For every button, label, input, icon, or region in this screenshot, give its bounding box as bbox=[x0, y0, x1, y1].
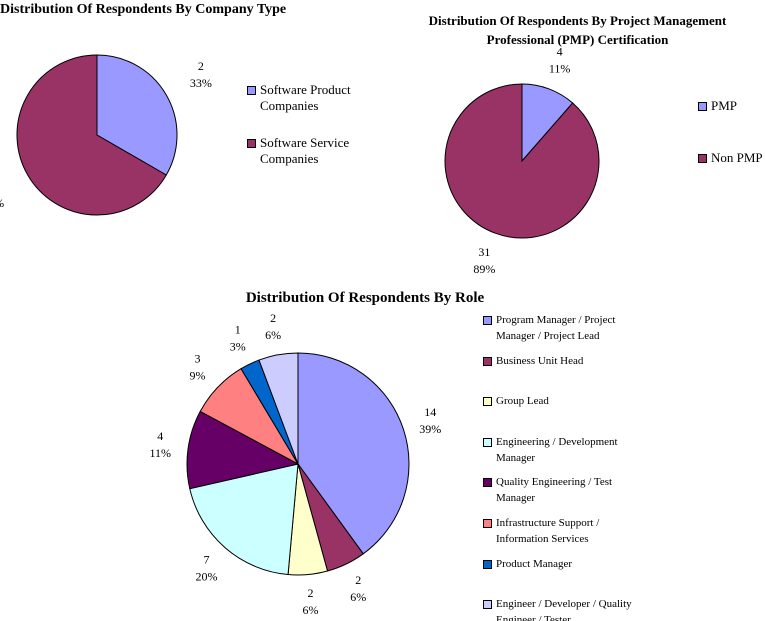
percent-label: 39% bbox=[419, 422, 441, 436]
legend-swatch bbox=[483, 437, 492, 447]
legend-swatch bbox=[483, 600, 492, 610]
percent-label: 33% bbox=[190, 76, 212, 90]
legend-swatch bbox=[698, 154, 707, 163]
legend-swatch bbox=[483, 316, 492, 325]
percent-label: 6% bbox=[302, 603, 318, 617]
legend-entry: Quality Engineering / Test Manager bbox=[483, 474, 646, 506]
legend-swatch bbox=[483, 356, 492, 366]
legend-entry: Software Product Companies bbox=[247, 82, 380, 114]
legend-swatch bbox=[698, 102, 707, 111]
count-label: 2 bbox=[355, 573, 361, 587]
pie-slice bbox=[186, 410, 300, 490]
count-label: 7 bbox=[204, 552, 210, 566]
legend-swatch bbox=[247, 139, 256, 148]
count-label: 4 bbox=[557, 45, 563, 59]
legend-entry: Infrastructure Support / Information Ser… bbox=[483, 515, 646, 547]
count-label: 2 bbox=[198, 59, 204, 73]
count-label: 2 bbox=[307, 586, 313, 600]
percent-label: 11% bbox=[149, 446, 171, 460]
legend-entry: Engineering / Development Manager bbox=[483, 434, 646, 466]
percent-label: 11% bbox=[549, 62, 571, 76]
legend-swatch bbox=[483, 559, 492, 569]
legend-swatch bbox=[483, 519, 492, 528]
legend-entry: Group Lead bbox=[483, 393, 646, 409]
legend-swatch bbox=[483, 397, 492, 407]
chart-title: Distribution Of Respondents By Project M… bbox=[428, 13, 727, 47]
pie-slice bbox=[258, 352, 299, 465]
legend-entry: Non PMP bbox=[698, 150, 765, 166]
legend-entry: Product Manager bbox=[483, 556, 646, 572]
pie-slice bbox=[96, 54, 178, 176]
legend-swatch bbox=[483, 478, 492, 488]
chart-title: Distribution Of Respondents By Role bbox=[245, 290, 485, 306]
legend-entry: Engineer / Developer / Quality Engineer … bbox=[483, 596, 646, 621]
legend-entry: Program Manager / Project Manager / Proj… bbox=[483, 312, 646, 344]
percent-label: 3% bbox=[230, 340, 246, 354]
legend-swatch bbox=[247, 86, 256, 95]
count-label: 1 bbox=[235, 323, 241, 337]
count-label: 2 bbox=[270, 311, 276, 325]
percent-label: 6% bbox=[350, 590, 366, 604]
count-label: 4 bbox=[157, 429, 163, 443]
count-label: 14 bbox=[424, 405, 436, 419]
legend-entry: Business Unit Head bbox=[483, 353, 646, 369]
pie-slice bbox=[297, 352, 410, 555]
count-label: 3 bbox=[195, 352, 201, 366]
pie-slice bbox=[189, 463, 299, 576]
legend-entry: Software Service Companies bbox=[247, 135, 380, 167]
percent-label: 6% bbox=[265, 328, 281, 342]
percent-label: 67% bbox=[0, 196, 4, 210]
legend-entry: PMP bbox=[698, 98, 765, 114]
pie-slice bbox=[444, 83, 600, 239]
percent-label: 89% bbox=[473, 262, 495, 276]
percent-label: 9% bbox=[190, 369, 206, 383]
pie-slice bbox=[16, 54, 167, 216]
chart-title: Distribution Of Respondents By Company T… bbox=[0, 2, 287, 17]
count-label: 31 bbox=[478, 245, 490, 259]
percent-label: 20% bbox=[196, 569, 218, 583]
